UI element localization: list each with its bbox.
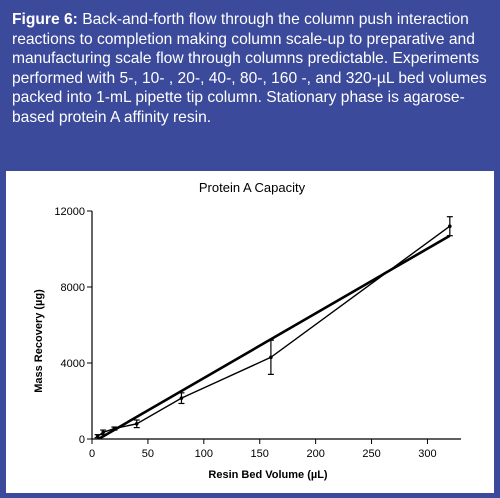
data-point bbox=[101, 430, 105, 435]
data-point bbox=[95, 434, 100, 438]
x-tick-label: 100 bbox=[195, 448, 213, 460]
x-tick-label: 250 bbox=[362, 448, 380, 460]
x-axis-label: Resin Bed Volume (µL) bbox=[208, 469, 328, 481]
chart-title: Protein A Capacity bbox=[199, 180, 306, 195]
y-axis-ticks: 0 4000 8000 12000 bbox=[54, 206, 92, 446]
measured-series-line bbox=[97, 225, 451, 437]
data-point bbox=[134, 422, 139, 426]
x-tick-label: 50 bbox=[142, 448, 154, 460]
linear-fit-line bbox=[95, 234, 451, 439]
figure-caption-text: Back-and-forth flow through the column p… bbox=[12, 11, 487, 126]
x-tick-label: 300 bbox=[418, 448, 436, 460]
data-point bbox=[448, 224, 452, 228]
y-tick-label: 12000 bbox=[54, 206, 85, 218]
x-tick-label: 200 bbox=[306, 448, 324, 460]
chart-marks bbox=[94, 216, 453, 439]
y-axis-label: Mass Recovery (µg) bbox=[33, 289, 45, 393]
x-tick-label: 0 bbox=[89, 448, 95, 460]
chart-panel: Protein A Capacity 0 4000 8000 12000 0 50 100… bbox=[6, 171, 494, 493]
protein-a-capacity-chart: Protein A Capacity 0 4000 8000 12000 0 50 100… bbox=[33, 180, 461, 481]
x-axis-ticks: 0 50 100 150 200 250 300 bbox=[89, 439, 437, 460]
figure-caption: Figure 6: Back-and-forth flow through th… bbox=[12, 10, 488, 128]
y-tick-label: 0 bbox=[79, 434, 85, 446]
x-tick-label: 150 bbox=[251, 448, 269, 460]
y-tick-label: 8000 bbox=[61, 282, 85, 294]
chart-axes bbox=[91, 211, 461, 440]
data-point bbox=[179, 396, 184, 400]
data-point bbox=[269, 355, 273, 360]
figure-label: Figure 6: bbox=[12, 11, 78, 28]
y-tick-label: 4000 bbox=[61, 358, 85, 370]
